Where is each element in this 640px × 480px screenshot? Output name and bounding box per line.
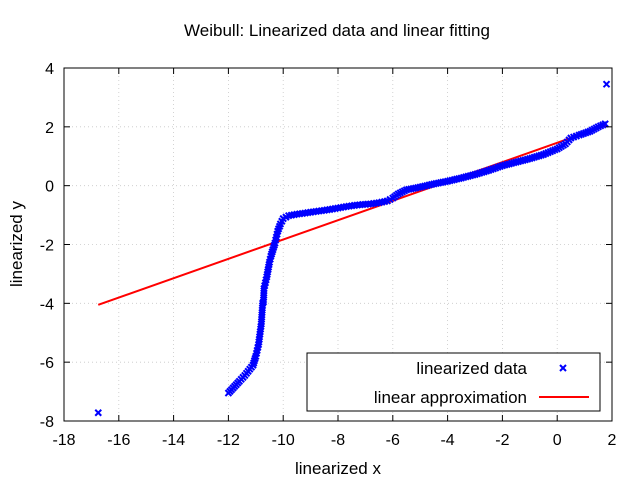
- y-tick-label: 0: [45, 179, 54, 196]
- x-axis-label: linearized x: [295, 459, 381, 478]
- y-tick-label: 4: [45, 61, 54, 78]
- y-tick-label: -6: [40, 355, 54, 372]
- fit-line-layer: [97, 124, 607, 306]
- legend: linearized data linear approximation: [306, 352, 601, 412]
- linear-approximation-line: [97, 124, 607, 306]
- x-tick-label: -4: [440, 432, 454, 449]
- legend-label-data: linearized data: [416, 359, 527, 378]
- x-tick-label: -18: [52, 432, 75, 449]
- legend-label-fit: linear approximation: [374, 388, 527, 407]
- y-tick-label: -4: [40, 296, 54, 313]
- x-tick-label: 0: [553, 432, 562, 449]
- y-axis-label: linearized y: [7, 201, 26, 287]
- data-points: [94, 80, 611, 417]
- x-tick-label: -14: [162, 432, 185, 449]
- x-tick-label: -12: [217, 432, 240, 449]
- data-point: [601, 120, 609, 128]
- chart-title: Weibull: Linearized data and linear fitt…: [184, 21, 490, 40]
- data-point: [602, 80, 611, 88]
- x-tick-label: -6: [386, 432, 400, 449]
- x-tick-label: -16: [107, 432, 130, 449]
- y-tick-label: -8: [40, 414, 54, 431]
- axis-ticks: -18 -16 -14 -12 -10 -8 -6 -4 -2 0 2 -8 -6 -4 -2 0 2 4: [40, 61, 617, 449]
- y-tick-label: 2: [45, 120, 54, 137]
- x-tick-label: 2: [608, 432, 617, 449]
- x-tick-label: -8: [331, 432, 345, 449]
- legend-box: [306, 352, 601, 412]
- y-tick-label: -2: [40, 238, 54, 255]
- x-tick-label: -2: [495, 432, 509, 449]
- legend-marker-data: [559, 364, 567, 372]
- data-point: [94, 409, 102, 417]
- x-tick-label: -10: [272, 432, 295, 449]
